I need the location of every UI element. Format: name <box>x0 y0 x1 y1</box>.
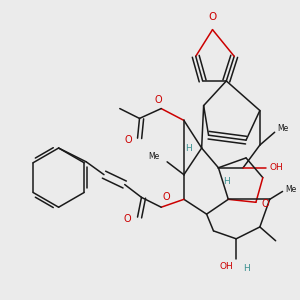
Text: OH: OH <box>270 163 283 172</box>
Text: O: O <box>262 199 270 209</box>
Text: H: H <box>185 143 192 152</box>
Text: O: O <box>154 95 162 105</box>
Text: H: H <box>243 264 249 273</box>
Text: O: O <box>208 12 217 22</box>
Text: Me: Me <box>148 152 159 161</box>
Text: O: O <box>125 135 133 145</box>
Text: O: O <box>124 214 131 224</box>
Text: H: H <box>223 177 230 186</box>
Text: Me: Me <box>278 124 289 133</box>
Text: O: O <box>162 192 170 203</box>
Text: Me: Me <box>286 185 297 194</box>
Text: OH: OH <box>219 262 233 271</box>
